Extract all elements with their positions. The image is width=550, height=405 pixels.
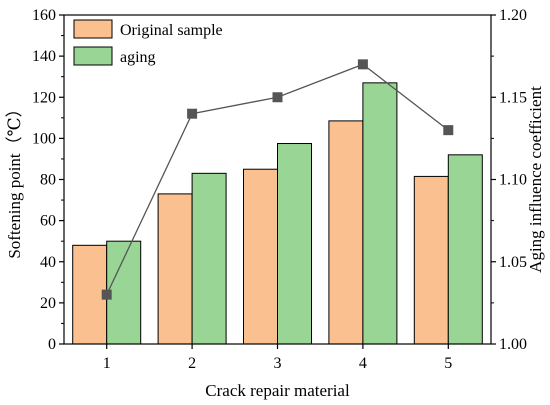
bar-original-sample-5 [413, 175, 449, 345]
y2-tick-label: 1.10 [499, 172, 527, 189]
marker-aging-coefficient-5 [443, 125, 454, 136]
y2-axis-title: Aging influence coefficient [526, 86, 545, 273]
y-tick-label: 60 [40, 213, 56, 230]
y2-tick-label: 1.00 [499, 336, 527, 353]
bar-aging-1 [106, 240, 142, 345]
bar-original-sample-2 [157, 193, 193, 345]
bar-original-sample-1 [72, 244, 108, 345]
bar-aging-2 [191, 172, 227, 345]
legend-swatch-original-sample [73, 19, 113, 39]
legend: Original sample aging [73, 19, 223, 66]
y-axis-title: Softening point（℃） [5, 100, 24, 258]
ticks-layer: 0 20 40 60 80 100 120 140 160 1.00 1.05 1.10 1.15 1.2… [32, 7, 527, 372]
line-layer [101, 59, 454, 300]
bar-original-sample-3 [243, 168, 278, 345]
bar-aging-4 [362, 82, 398, 345]
x-axis-title: Crack repair material [205, 381, 350, 400]
bar-aging-5 [447, 154, 483, 345]
marker-aging-coefficient-3 [272, 92, 283, 103]
y2-tick-label: 1.20 [499, 7, 527, 24]
y-tick-label: 120 [32, 89, 56, 106]
legend-label-aging: aging [120, 49, 156, 66]
y-tick-label: 80 [40, 172, 56, 189]
y-tick-label: 100 [32, 130, 56, 147]
legend-swatch-aging [73, 46, 113, 66]
x-tick-label: 5 [444, 355, 452, 372]
marker-aging-coefficient-1 [101, 289, 112, 300]
marker-aging-coefficient-4 [357, 59, 368, 70]
legend-label-original-sample: Original sample [120, 22, 223, 39]
y-tick-label: 140 [32, 48, 56, 65]
y2-tick-label: 1.15 [499, 89, 527, 106]
bars-layer [72, 82, 483, 345]
x-tick-label: 1 [103, 355, 111, 372]
y-tick-label: 40 [40, 254, 56, 271]
x-tick-label: 3 [274, 355, 282, 372]
y-tick-label: 160 [32, 7, 56, 24]
y2-tick-label: 1.05 [499, 254, 527, 271]
bar-original-sample-4 [328, 120, 364, 345]
marker-aging-coefficient-2 [187, 108, 198, 119]
y-tick-label: 20 [40, 295, 56, 312]
x-tick-label: 2 [188, 355, 196, 372]
y-tick-label: 0 [48, 336, 56, 353]
bar-aging-3 [277, 143, 312, 345]
x-tick-label: 4 [359, 355, 367, 372]
